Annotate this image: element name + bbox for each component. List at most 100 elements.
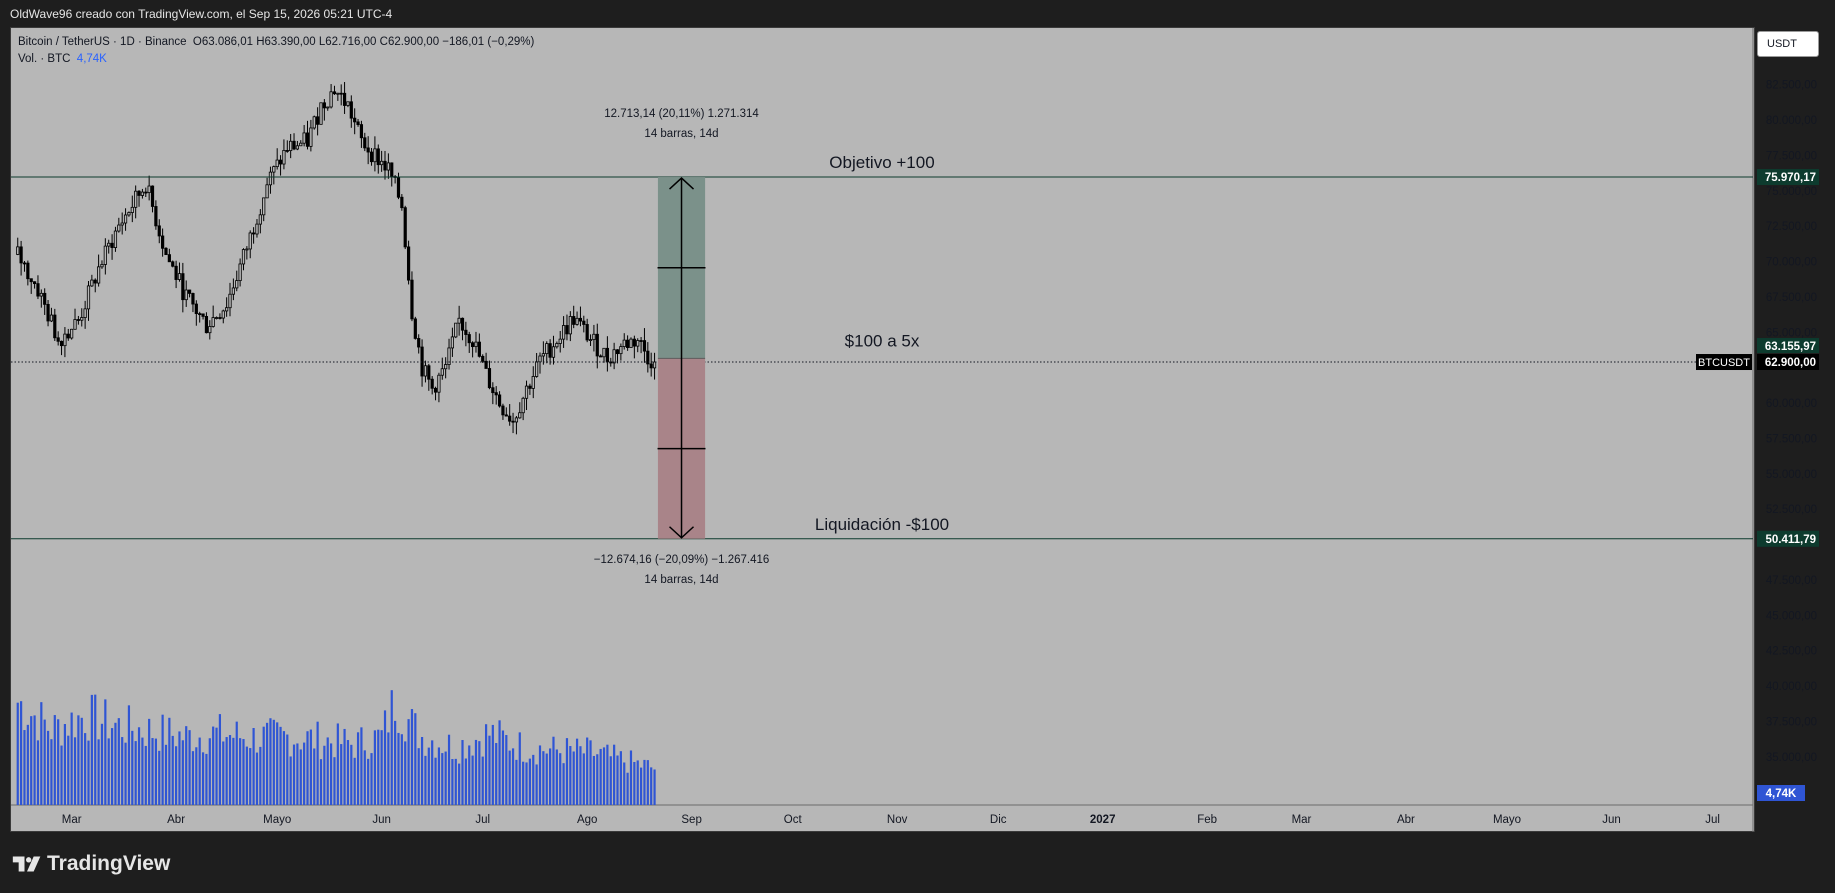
currency-button[interactable]: USDT bbox=[1757, 31, 1819, 57]
candle-body bbox=[218, 317, 222, 319]
candle-body bbox=[117, 224, 121, 232]
candle-body bbox=[49, 314, 54, 322]
volume-bar bbox=[333, 757, 336, 805]
volume-bar bbox=[94, 694, 97, 805]
candle-body bbox=[171, 261, 175, 267]
volume-bar bbox=[201, 752, 205, 805]
candle-body bbox=[187, 289, 192, 294]
volume-bar bbox=[299, 749, 302, 805]
volume-bar bbox=[205, 753, 208, 805]
candle-body bbox=[39, 292, 43, 297]
candle-body bbox=[585, 324, 589, 341]
volume-bar bbox=[77, 715, 80, 805]
price-tick-label: 57.500,00 bbox=[1766, 433, 1817, 445]
symbol-title: Bitcoin / TetherUS · 1D · Binance bbox=[18, 36, 187, 48]
candle-body bbox=[373, 148, 377, 163]
candle-body bbox=[289, 140, 293, 152]
candle-body bbox=[295, 145, 300, 150]
volume-bar bbox=[508, 750, 511, 805]
candle-body bbox=[423, 365, 428, 377]
candle-body bbox=[181, 273, 185, 301]
volume-bar bbox=[326, 737, 329, 805]
volume-bar bbox=[511, 748, 515, 805]
time-tick-label: Mar bbox=[62, 814, 82, 826]
volume-bar bbox=[158, 750, 161, 805]
chart-area[interactable] bbox=[10, 27, 1755, 832]
volume-bar bbox=[168, 717, 171, 805]
measure-arrow-down-head bbox=[669, 526, 695, 539]
volume-bar bbox=[104, 699, 107, 805]
volume-bar bbox=[360, 727, 363, 805]
time-tick-label: Mayo bbox=[1493, 814, 1521, 826]
volume-bar bbox=[461, 740, 464, 805]
volume-bar bbox=[269, 718, 272, 805]
volume-bar bbox=[373, 730, 376, 805]
price-tick-label: 45.000,00 bbox=[1766, 610, 1817, 622]
candle-body bbox=[339, 92, 343, 95]
entry-price-tag: 63.155,97 bbox=[1765, 341, 1816, 353]
candle-body bbox=[231, 287, 235, 295]
volume-bar bbox=[296, 743, 299, 805]
volume-bar bbox=[309, 729, 312, 805]
candle-body bbox=[66, 333, 70, 339]
last-price-tag-bg bbox=[1757, 354, 1819, 371]
candle-body bbox=[70, 328, 74, 339]
volume-bar bbox=[97, 739, 100, 805]
candle-body bbox=[430, 378, 434, 389]
candle-body bbox=[93, 279, 97, 284]
ohlc-values: O63.086,01 H63.390,00 L62.716,00 C62.900… bbox=[192, 36, 535, 48]
candle-body bbox=[80, 317, 84, 321]
candle-body bbox=[46, 303, 50, 322]
candle-body bbox=[123, 214, 128, 224]
candle-body bbox=[127, 212, 131, 216]
volume-bar bbox=[114, 722, 117, 805]
volume-bar bbox=[427, 747, 430, 805]
candle-body bbox=[164, 247, 168, 256]
volume-bar bbox=[484, 724, 488, 805]
candle-body bbox=[275, 159, 279, 168]
candle-body bbox=[565, 325, 569, 335]
volume-bar bbox=[84, 733, 87, 805]
target-stats-line2: 14 barras, 14d bbox=[644, 128, 718, 140]
volume-bar bbox=[137, 727, 141, 805]
candle-body bbox=[359, 124, 364, 139]
candle-body bbox=[73, 319, 77, 330]
candle-body bbox=[36, 283, 40, 297]
volume-bar bbox=[346, 740, 350, 805]
volume-bar bbox=[259, 746, 262, 805]
candle-body bbox=[177, 273, 182, 280]
price-tick-label: 47.500,00 bbox=[1766, 575, 1817, 587]
volume-bar bbox=[555, 749, 558, 805]
volume-bar bbox=[559, 753, 562, 805]
candle-body bbox=[312, 116, 316, 129]
volume-bar bbox=[410, 709, 414, 805]
candle-body bbox=[113, 230, 118, 248]
time-tick-label: Abr bbox=[1397, 814, 1415, 826]
candle-body bbox=[43, 292, 47, 305]
volume-bar bbox=[431, 740, 434, 805]
candle-body bbox=[32, 281, 37, 285]
candle-body bbox=[433, 387, 438, 393]
candle-body bbox=[440, 368, 444, 376]
price-tick-label: 72.500,00 bbox=[1766, 221, 1817, 233]
volume-bar bbox=[26, 724, 29, 805]
volume-bar bbox=[151, 738, 154, 805]
volume-bar bbox=[599, 748, 602, 805]
volume-bar bbox=[306, 731, 309, 805]
volume-bar bbox=[468, 745, 471, 805]
candle-body bbox=[140, 191, 145, 196]
volume-bar bbox=[589, 740, 592, 805]
price-tick-label: 77.500,00 bbox=[1766, 150, 1817, 162]
candle-body bbox=[457, 317, 461, 324]
candle-body bbox=[201, 313, 205, 317]
volume-bar bbox=[491, 724, 494, 805]
volume-bar bbox=[228, 735, 232, 805]
volume-bar bbox=[586, 737, 589, 805]
candle-body bbox=[157, 225, 161, 237]
price-tick-label: 82.500,00 bbox=[1766, 80, 1817, 92]
volume-bar bbox=[110, 728, 114, 805]
volume-bar bbox=[67, 735, 70, 805]
candle-body bbox=[450, 336, 455, 349]
volume-bar bbox=[255, 752, 259, 805]
